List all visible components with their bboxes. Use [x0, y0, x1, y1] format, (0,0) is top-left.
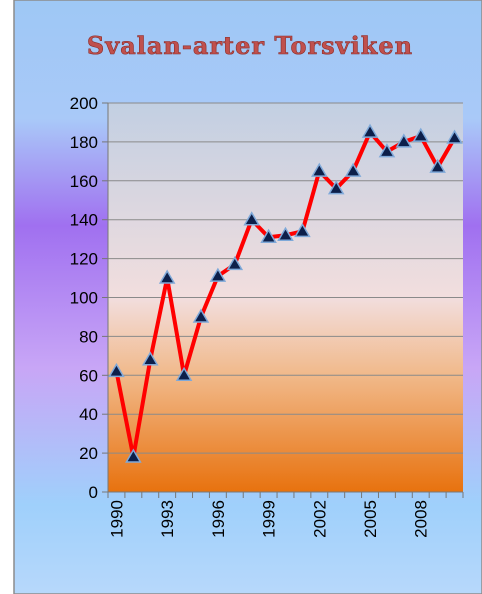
x-tick-label: 1996: [209, 500, 228, 538]
data-marker: [175, 366, 193, 382]
data-marker: [327, 180, 345, 195]
data-marker: [158, 269, 176, 284]
x-tick-label: 2008: [412, 500, 431, 538]
data-marker: [429, 158, 446, 173]
y-tick-label: 160: [70, 172, 98, 191]
y-tick-label: 80: [79, 327, 98, 346]
x-tick-label: 1993: [158, 500, 177, 538]
y-tick-label: 40: [79, 405, 98, 424]
data-marker: [412, 127, 430, 142]
data-marker: [446, 129, 463, 144]
x-tick-label: 2002: [310, 500, 329, 538]
y-tick-label: 180: [70, 133, 98, 152]
data-marker: [378, 143, 396, 158]
y-tick-label: 140: [70, 211, 98, 230]
data-marker: [294, 222, 311, 238]
data-marker: [361, 123, 379, 138]
y-tick-label: 100: [70, 289, 98, 308]
data-marker: [125, 448, 142, 463]
data-marker: [260, 228, 277, 243]
data-marker: [192, 308, 210, 323]
data-marker: [108, 362, 125, 378]
x-tick-label: 2005: [361, 500, 380, 538]
data-marker: [395, 133, 413, 148]
y-tick-label: 0: [89, 483, 98, 502]
y-tick-label: 200: [70, 94, 98, 113]
data-marker: [226, 255, 244, 271]
y-tick-label: 120: [70, 250, 98, 269]
y-tick-label: 20: [79, 444, 98, 463]
data-marker: [141, 351, 159, 366]
data-marker: [277, 226, 294, 242]
x-tick-label: 1990: [107, 500, 126, 538]
data-marker: [209, 267, 227, 282]
data-marker: [344, 162, 362, 177]
data-marker: [311, 162, 328, 177]
x-tick-label: 1999: [260, 500, 279, 538]
data-marker: [243, 211, 260, 226]
chart-title: Svalan-arter Torsviken: [87, 31, 413, 60]
y-tick-label: 60: [79, 366, 98, 385]
